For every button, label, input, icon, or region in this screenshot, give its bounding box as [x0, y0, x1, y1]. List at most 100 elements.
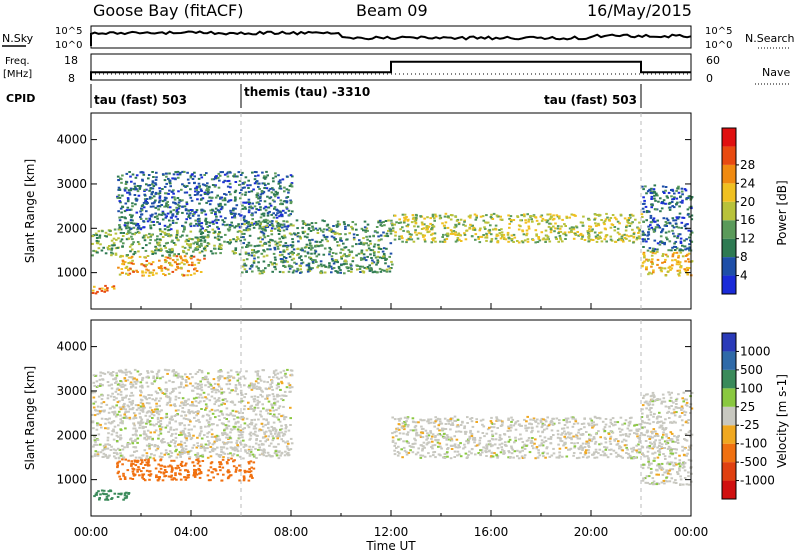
power-cell-3	[255, 196, 259, 199]
power-cell-3	[224, 217, 227, 220]
power-cell-4	[278, 237, 281, 240]
velocity-cell-2	[223, 452, 227, 455]
power-cell-3	[193, 211, 197, 214]
power-cell-4	[355, 254, 358, 257]
power-cell-5	[588, 225, 591, 228]
power-cell-5	[485, 236, 489, 239]
velocity-cell-2	[228, 435, 232, 438]
power-cell-4	[387, 229, 390, 232]
power-cell-3	[201, 197, 205, 200]
velocity-cell-3	[469, 417, 472, 420]
velocity-cell-2	[242, 375, 245, 378]
velocity-cell-3	[428, 441, 431, 444]
power-cell-2	[206, 242, 210, 245]
power-cell-2	[172, 242, 176, 244]
power-cell-3	[167, 177, 170, 180]
velocity-cell-3	[530, 423, 533, 426]
velocity-cell-2	[269, 383, 272, 386]
power-cell-3	[264, 205, 267, 208]
power-cell-3	[212, 178, 216, 181]
power-cell-2	[203, 239, 207, 242]
power-cell-3	[168, 206, 172, 209]
power-cell-3	[276, 222, 280, 224]
velocity-cell-0	[95, 493, 98, 496]
power-cell-7	[653, 239, 657, 242]
power-cell-5	[401, 213, 405, 216]
velocity-cell-3	[521, 457, 525, 459]
velocity-cell-3	[477, 452, 480, 455]
power-cell-4	[309, 230, 313, 232]
velocity-cell-2	[143, 437, 146, 440]
velocity-cell-1	[172, 477, 176, 480]
velocity-cell-2	[241, 400, 245, 402]
power-cell-4	[247, 241, 251, 244]
velocity-cell-2	[106, 394, 110, 397]
power-cell-5	[443, 215, 447, 218]
velocity-cell-2	[258, 400, 261, 403]
velocity-cell-2	[235, 442, 238, 445]
power-cell-3	[193, 181, 196, 184]
velocity-cell-2	[188, 456, 192, 459]
velocity-cell-3	[538, 454, 542, 457]
power-cell-6	[676, 269, 680, 272]
power-cell-7	[647, 233, 651, 236]
velocity-cell-2	[150, 443, 154, 446]
power-cell-7	[671, 198, 674, 201]
velocity-cell-2	[205, 397, 209, 400]
velocity-cell-2	[256, 402, 260, 405]
power-cell-5	[524, 219, 527, 222]
power-cell-4	[328, 229, 331, 232]
power-cell-4	[359, 242, 363, 245]
velocity-cell-2	[258, 375, 262, 378]
power-cell-5	[519, 225, 522, 228]
velocity-cell-2	[257, 382, 260, 385]
power-cell-2	[121, 235, 125, 237]
power-cell-1	[147, 269, 150, 272]
velocity-cell-2	[234, 384, 238, 386]
power-cell-5	[434, 213, 437, 216]
power-cell-2	[193, 248, 197, 251]
power-cell-5	[621, 234, 625, 237]
power-cell-7	[662, 199, 666, 202]
power-cell-3	[214, 196, 218, 199]
velocity-cell-2	[182, 386, 186, 389]
velocity-cell-2	[186, 403, 189, 406]
velocity-cell-3	[403, 416, 407, 419]
velocity-cell-2	[146, 370, 149, 373]
power-cell-2	[114, 247, 118, 250]
velocity-cell-2	[197, 445, 200, 447]
power-cell-7	[642, 246, 645, 248]
velocity-cell-1	[176, 464, 179, 467]
power-cell-3	[199, 173, 203, 176]
velocity-cell-1	[235, 466, 238, 469]
power-cell-3	[120, 181, 123, 184]
velocity-cell-2	[165, 412, 168, 415]
power-cell-4	[359, 257, 363, 260]
velocity-cell-2	[147, 445, 151, 448]
power-cell-3	[163, 199, 167, 202]
velocity-cell-2	[178, 404, 182, 407]
power-cell-3	[208, 186, 211, 189]
power-cell-5	[546, 238, 549, 241]
velocity-cell-2	[156, 447, 160, 450]
velocity-cell-2	[214, 435, 217, 438]
power-cell-3	[255, 201, 259, 204]
velocity-cell-2	[221, 401, 225, 404]
velocity-cell-2	[92, 402, 96, 405]
power-cell-4	[278, 270, 282, 273]
power-cell-4	[263, 250, 266, 253]
power-cell-3	[181, 170, 184, 173]
power-cell-4	[316, 229, 319, 232]
power-cell-5	[598, 231, 601, 234]
power-cell-2	[169, 251, 173, 254]
velocity-cell-2	[207, 414, 211, 417]
velocity-cell-2	[283, 390, 287, 393]
velocity-cell-2	[154, 408, 157, 411]
power-cell-5	[637, 232, 640, 234]
velocity-cell-2	[185, 376, 189, 378]
power-cell-3	[259, 208, 262, 211]
power-cell-3	[233, 214, 236, 217]
velocity-cell-1	[121, 463, 124, 466]
power-cell-2	[156, 238, 159, 241]
power-cell-3	[130, 222, 133, 224]
